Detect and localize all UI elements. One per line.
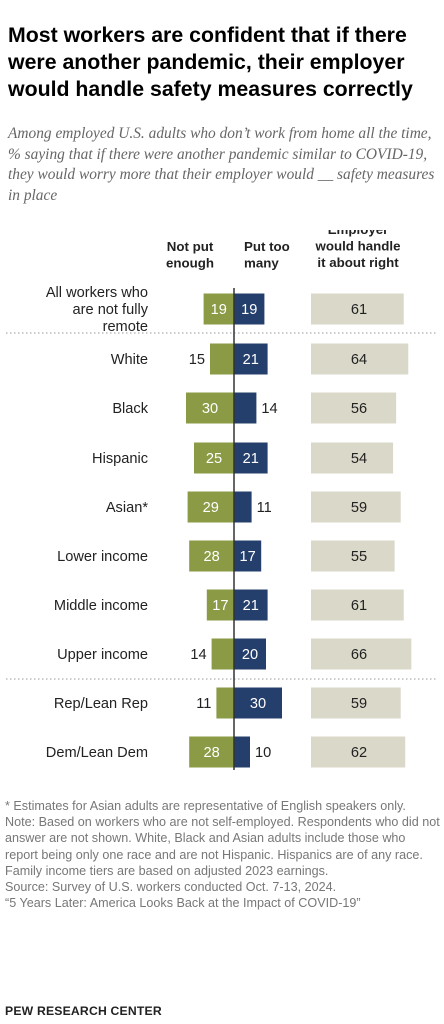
row-label: remote [103, 319, 148, 335]
header-not-put-enough: enough [166, 256, 214, 271]
source-block: Source: Survey of U.S. workers conducted… [5, 879, 441, 911]
methodology-note: Note: Based on workers who are not self-… [5, 815, 440, 878]
value-put-too-many: 14 [261, 401, 277, 417]
row-label: Dem/Lean Dem [46, 745, 148, 761]
value-about-right: 56 [351, 401, 367, 417]
value-put-too-many: 20 [242, 647, 258, 663]
bar-about-right [311, 736, 406, 768]
row-label: Middle income [54, 598, 148, 614]
value-about-right: 62 [351, 745, 367, 761]
bar-about-right [311, 540, 395, 572]
bar-put-too-many [234, 687, 282, 719]
value-put-too-many: 11 [257, 500, 272, 516]
bar-not-put-enough [187, 491, 234, 523]
report-title-line: “5 Years Later: America Looks Back at th… [5, 896, 361, 911]
header-put-too-many: Put too [244, 239, 290, 254]
bar-about-right [311, 589, 404, 621]
bar-put-too-many [234, 638, 266, 670]
row-label: Hispanic [92, 451, 148, 467]
bar-not-put-enough [211, 638, 234, 670]
value-put-too-many: 17 [239, 549, 255, 565]
value-not-put-enough: 28 [203, 549, 219, 565]
row-label: Asian* [106, 500, 149, 516]
bar-about-right [311, 392, 397, 424]
row-label: are not fully [73, 302, 149, 318]
bar-not-put-enough [210, 343, 234, 375]
value-put-too-many: 19 [241, 302, 257, 318]
bar-not-put-enough [189, 736, 234, 768]
value-not-put-enough: 25 [206, 451, 222, 467]
bar-put-too-many [234, 442, 268, 474]
diverging-bar-chart: Not put enough Put too many Employer would ha… [6, 230, 438, 770]
bar-about-right [311, 343, 409, 375]
value-not-put-enough: 17 [212, 598, 228, 614]
value-about-right: 66 [351, 647, 367, 663]
value-not-put-enough: 15 [189, 352, 205, 368]
value-about-right: 55 [351, 549, 367, 565]
chart-subtitle: Among employed U.S. adults who don’t wor… [8, 125, 435, 204]
pew-logo-text: PEW RESEARCH CENTER [5, 1004, 162, 1018]
bar-put-too-many [234, 392, 257, 424]
value-about-right: 61 [351, 302, 367, 318]
value-put-too-many: 30 [250, 696, 266, 712]
header-not-put-enough: Not put [167, 239, 214, 254]
bar-not-put-enough [186, 392, 234, 424]
bar-about-right [311, 687, 401, 719]
bar-put-too-many [234, 491, 252, 523]
value-put-too-many: 21 [243, 598, 259, 614]
bar-put-too-many [234, 540, 262, 572]
row-label: Black [112, 401, 148, 417]
value-put-too-many: 21 [243, 352, 259, 368]
bar-put-too-many [234, 343, 268, 375]
row-label: Upper income [57, 647, 148, 663]
bar-not-put-enough [189, 540, 234, 572]
row-label: All workers who [46, 285, 148, 301]
bar-about-right [311, 491, 401, 523]
bar-put-too-many [234, 293, 265, 325]
bar-put-too-many [234, 589, 268, 621]
value-about-right: 59 [351, 696, 367, 712]
chart-title: Most workers are confident that if there… [8, 23, 413, 101]
header-about-right: it about right [317, 255, 399, 270]
bar-about-right [311, 293, 404, 325]
value-put-too-many: 21 [243, 451, 259, 467]
value-not-put-enough: 29 [203, 500, 219, 516]
value-not-put-enough: 28 [203, 745, 219, 761]
header-put-too-many: many [244, 256, 279, 271]
header-about-right: Employer [328, 230, 389, 237]
bar-not-put-enough [216, 687, 234, 719]
value-not-put-enough: 11 [196, 696, 211, 712]
row-label: Lower income [57, 549, 148, 565]
bar-about-right [311, 442, 394, 474]
row-label: White [111, 352, 148, 368]
bar-not-put-enough [194, 442, 234, 474]
notes-section: * Estimates for Asian adults are represe… [5, 798, 441, 911]
header-about-right: would handle [315, 239, 401, 254]
bar-not-put-enough [203, 293, 234, 325]
value-about-right: 61 [351, 598, 367, 614]
source-line: Source: Survey of U.S. workers conducted… [5, 880, 337, 895]
asian-footnote: * Estimates for Asian adults are represe… [5, 799, 406, 813]
value-about-right: 59 [351, 500, 367, 516]
value-not-put-enough: 30 [202, 401, 218, 417]
bar-not-put-enough [206, 589, 234, 621]
value-put-too-many: 10 [255, 745, 271, 761]
value-about-right: 64 [351, 352, 367, 368]
bar-put-too-many [234, 736, 250, 768]
value-not-put-enough: 14 [190, 647, 206, 663]
bar-about-right [311, 638, 412, 670]
row-label: Rep/Lean Rep [54, 696, 148, 712]
value-about-right: 54 [351, 451, 367, 467]
value-not-put-enough: 19 [211, 302, 227, 318]
